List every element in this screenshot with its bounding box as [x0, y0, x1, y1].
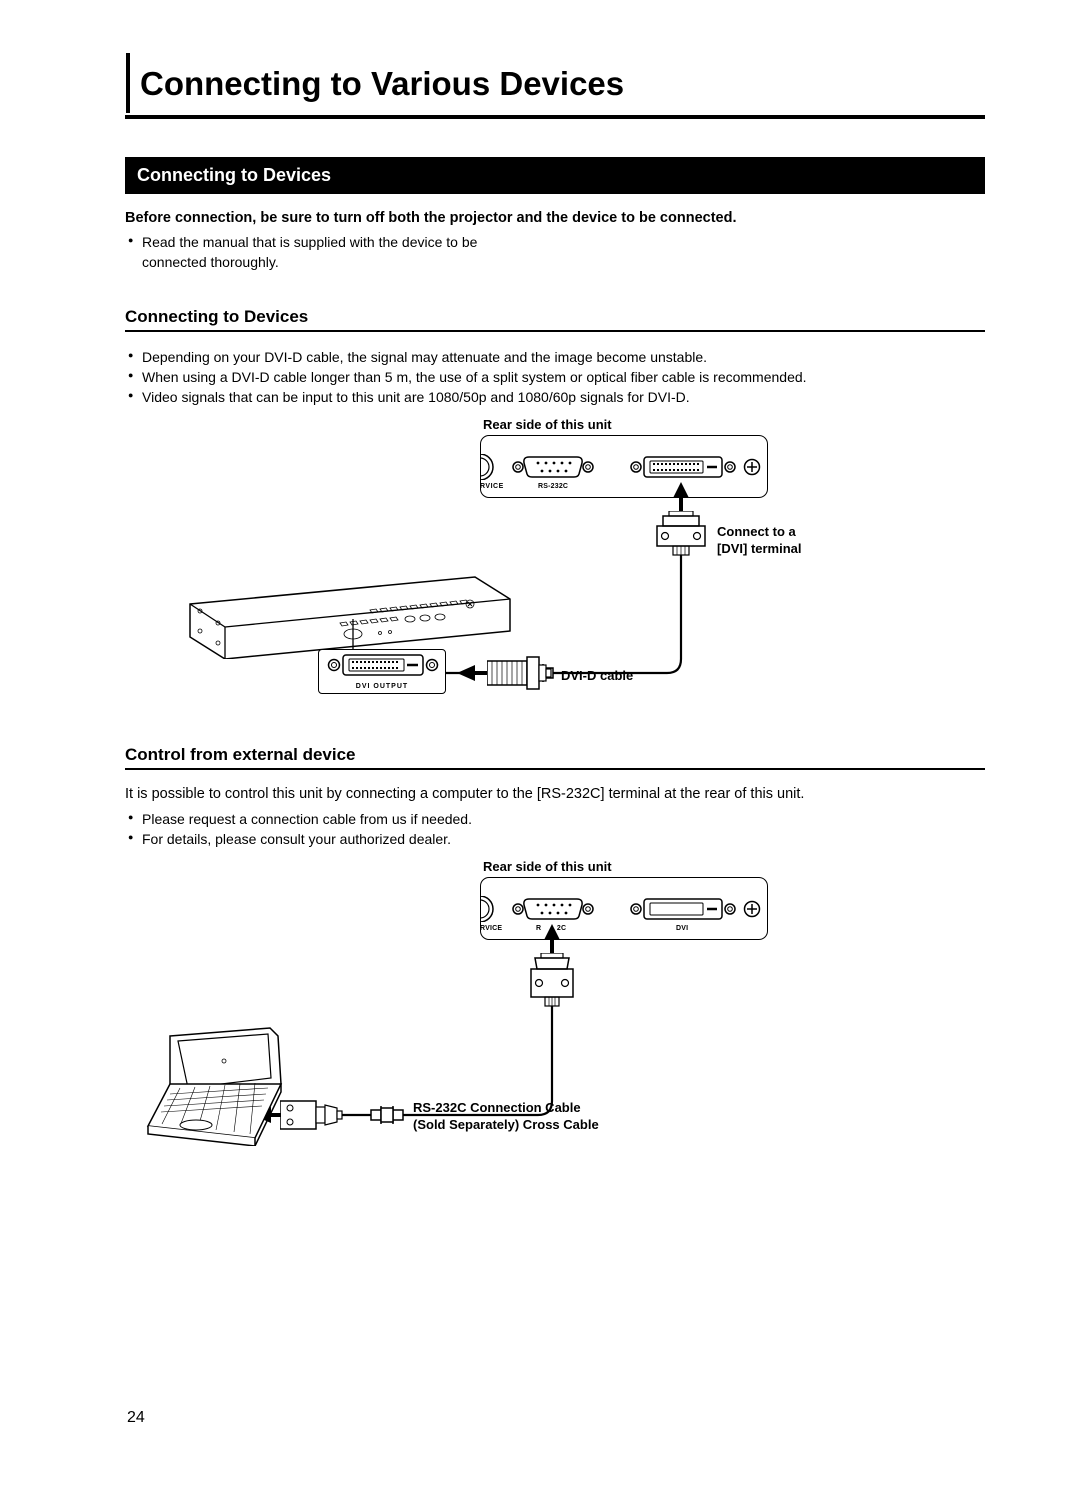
rear-label-2: Rear side of this unit — [483, 859, 612, 875]
service-port-icon — [480, 454, 496, 480]
cable-label-1: DVI-D cable — [561, 668, 633, 684]
cable-label-2b: (Sold Separately) Cross Cable — [413, 1117, 599, 1133]
dvi-port-icon-2 — [629, 896, 737, 922]
service-label-2: RVICE — [480, 925, 502, 932]
service-port-icon-2 — [480, 896, 496, 922]
sub1-bullet-2: When using a DVI-D cable longer than 5 m… — [128, 367, 985, 387]
cable-label-2a: RS-232C Connection Cable — [413, 1100, 581, 1116]
sub1-bullets: Depending on your DVI-D cable, the signa… — [128, 347, 985, 408]
intro-bullet-1: Read the manual that is supplied with th… — [128, 232, 508, 273]
arrow-up-2 — [544, 924, 560, 940]
dvi-port-icon — [629, 454, 737, 480]
arrow-shaft-up-1 — [679, 497, 683, 511]
intro-bullets: Read the manual that is supplied with th… — [128, 232, 985, 273]
arrow-up-1 — [673, 482, 689, 498]
diagram-rs232c: Rear side of this unit RVICE RS-232C — [125, 861, 985, 1171]
sub1-bullet-3: Video signals that can be input to this … — [128, 387, 985, 407]
arrow-left-1 — [457, 665, 475, 681]
warning-text: Before connection, be sure to turn off b… — [125, 210, 985, 226]
service-label: RVICE — [480, 483, 504, 490]
rs232c-port-icon-2 — [511, 896, 595, 922]
sub1-bullet-1: Depending on your DVI-D cable, the signa… — [128, 347, 985, 367]
serial-connector-top — [527, 953, 577, 1023]
diagram-dvi: Rear side of this unit RVICE RS-232C — [125, 419, 985, 719]
dvi-output-callout: DVI OUTPUT — [318, 649, 446, 694]
rs232c-label-1: RS-232C — [538, 483, 568, 490]
rear-panel-2: RVICE RS-232C DVI — [480, 877, 768, 940]
dvi-output-port-icon — [325, 653, 441, 677]
rear-label-1: Rear side of this unit — [483, 417, 612, 433]
connect-label: Connect to a [DVI] terminal — [717, 524, 817, 557]
dvi-connector-top — [653, 511, 709, 563]
sub2-bullets: Please request a connection cable from u… — [128, 809, 985, 850]
rear-panel-1: RVICE RS-232C — [480, 435, 768, 498]
sub1-heading: Connecting to Devices — [125, 307, 985, 332]
laptop-icon — [140, 1026, 300, 1146]
page-title: Connecting to Various Devices — [125, 55, 985, 119]
sub2-heading: Control from external device — [125, 745, 985, 770]
section-bar: Connecting to Devices — [125, 157, 985, 194]
sub2-bullet-1: Please request a connection cable from u… — [128, 809, 985, 829]
rs232c-port-icon — [511, 454, 595, 480]
sub2-para: It is possible to control this unit by c… — [125, 784, 985, 804]
plus-icon — [743, 458, 761, 476]
page-number: 24 — [127, 1409, 145, 1427]
dvi-label-2: DVI — [676, 925, 688, 932]
dvi-output-label: DVI OUTPUT — [325, 683, 439, 690]
title-rule — [126, 53, 130, 113]
plus-icon-2 — [743, 900, 761, 918]
sub2-bullet-2: For details, please consult your authori… — [128, 829, 985, 849]
arrow-shaft-up-2 — [550, 939, 554, 953]
